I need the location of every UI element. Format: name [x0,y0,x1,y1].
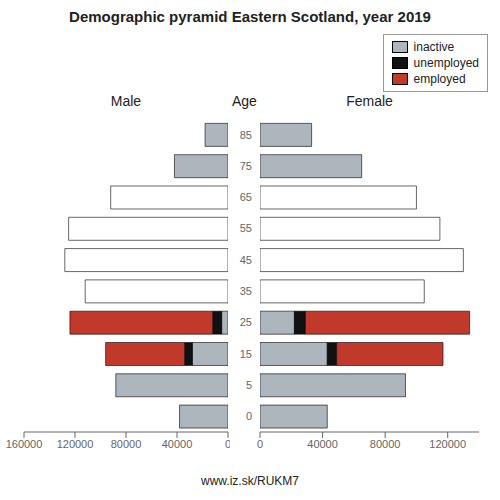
svg-text:25: 25 [240,316,252,328]
html-text:Female: Female [346,93,393,109]
svg-text:15: 15 [240,348,252,360]
html-text:Demographic pyramid Eastern Sc: Demographic pyramid Eastern Scotland, ye… [69,8,431,25]
svg-text:55: 55 [240,222,252,234]
svg-text:40000: 40000 [307,438,338,450]
svg-text:0: 0 [225,438,230,450]
html-text:unemployed: unemployed [413,56,479,70]
html-text:Age: Age [232,93,257,109]
svg-text:120000: 120000 [429,438,466,450]
svg-text:75: 75 [240,160,252,172]
html-text:inactive: inactive [413,40,455,54]
svg-text:65: 65 [240,191,252,203]
svg-text:35: 35 [240,285,252,297]
svg-text:120000: 120000 [57,438,94,450]
svg-text:160000: 160000 [8,438,42,450]
svg-text:0: 0 [246,410,252,422]
svg-text:80000: 80000 [111,438,142,450]
html-text:employed: employed [413,72,466,86]
svg-text:0: 0 [257,438,263,450]
html-text:Male: Male [110,93,142,109]
svg-text:5: 5 [246,379,252,391]
html-text:www.iz.sk/RUKM7: www.iz.sk/RUKM7 [201,474,299,488]
svg-text:40000: 40000 [162,438,193,450]
svg-text:85: 85 [240,129,252,141]
svg-text:80000: 80000 [370,438,401,450]
svg-text:45: 45 [240,254,252,266]
